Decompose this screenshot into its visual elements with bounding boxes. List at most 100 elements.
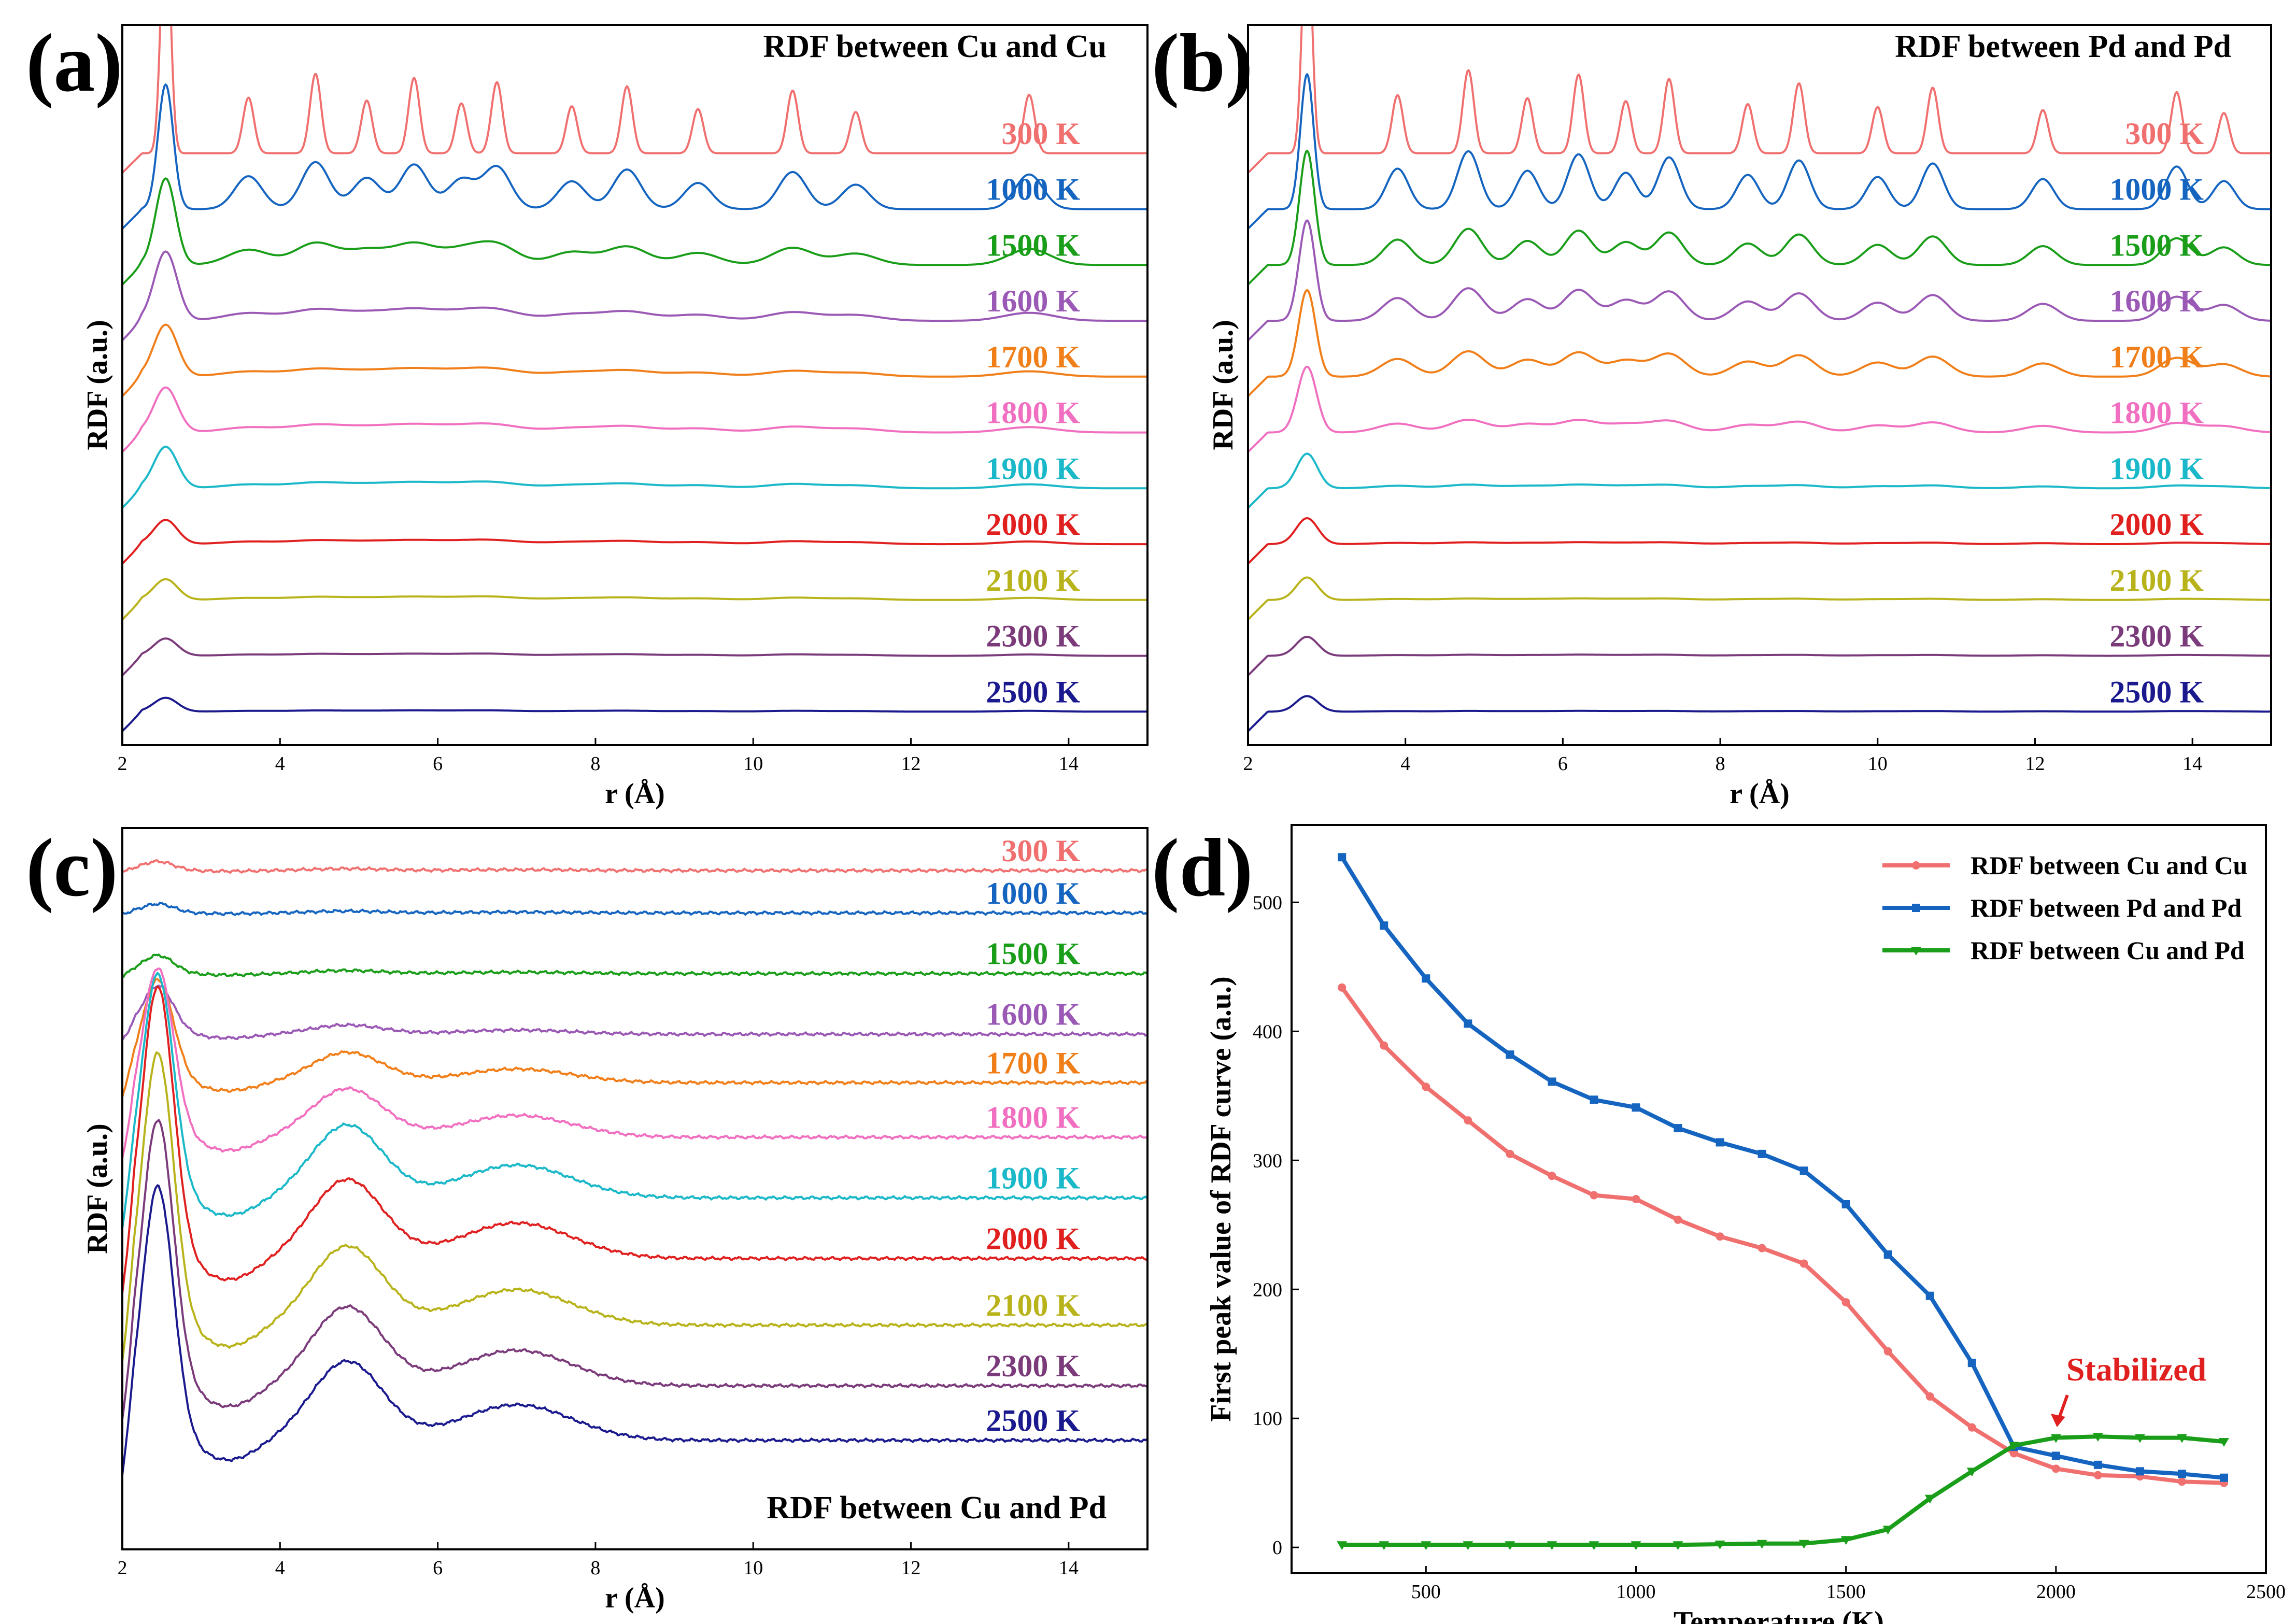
panel-d-data-point [2093,1460,2102,1469]
panel-d-data-point [2134,1434,2145,1443]
panel-a-temp-label: 1000 K [986,173,1080,207]
panel-a-series-line-1000k [123,83,1146,230]
panel-d-ytick-label: 300 [1253,1150,1282,1172]
panel-d-data-point [1714,1540,1725,1549]
panel-a-series-line-2500k [123,696,1146,732]
panel-c-xtick-label: 8 [590,1557,600,1579]
panel-d-data-point [1422,1082,1430,1091]
panel-b-temp-label: 300 K [2125,117,2204,151]
panel-c-temp-label: 2000 K [986,1222,1080,1256]
panel-a-series-line-1500k [123,177,1146,285]
panel-b-temp-label: 2000 K [2109,507,2204,542]
panel-b-xtick-label: 10 [1868,753,1888,775]
panel-b-temp-label: 1500 K [2109,228,2204,262]
panel-a-temp-label: 300 K [1001,117,1080,151]
panel-d-data-point [1505,1541,1515,1550]
panel-b-temp-label: 1800 K [2109,396,2204,430]
panel-d-ytick-label: 100 [1253,1408,1282,1430]
panel-b-series-line-1800k [1249,365,2270,453]
panel-a-xtick-label: 2 [118,753,127,775]
panel-b-series-line-1500k [1249,149,2270,285]
panel-b-xtick-label: 12 [2025,753,2045,775]
panel-a-temp-label: 2300 K [986,619,1080,653]
panel-a-series-line-1900k [123,446,1146,508]
panel-a-cu-cu-rdf: (a) 2 4 6 8 10 12 14 r (Å) RDF (a.u.) 300 K 1000 K 1… [26,17,1149,810]
panel-c-temp-label: 2100 K [986,1288,1080,1322]
panel-d-data-point [2051,1464,2060,1473]
panel-d-data-point [1967,1423,1976,1432]
panel-d-data-point [1590,1191,1598,1200]
panel-c-series-line-1900k [123,972,1146,1229]
panel-d-data-point [1632,1195,1640,1203]
panel-d-data-point [1506,1149,1514,1158]
panel-d-data-point [1589,1541,1599,1550]
panel-b-inner-title: RDF between Pd and Pd [1895,29,2231,64]
panel-d-ytick-label: 0 [1272,1537,1282,1559]
panel-c-series-line-1000k [123,902,1146,916]
panel-c-series-line-2000k [123,986,1146,1293]
panel-d-data-point [1674,1124,1682,1133]
panel-d-data-point [1338,983,1347,992]
panel-d-data-point [1799,1166,1808,1175]
panel-d-data-point [2008,1442,2019,1451]
panel-c-temp-label: 2300 K [986,1349,1080,1383]
panel-d-data-point [1421,1541,1432,1550]
panel-a-y-axis-title: RDF (a.u.) [81,320,114,450]
panel-d-data-point [1882,1526,1893,1535]
panel-d-data-point [2092,1433,2103,1442]
panel-a-xtick-label: 12 [901,753,921,775]
panel-a-series-line-2100k [123,578,1146,620]
panel-d-ytick-label: 400 [1253,1021,1282,1043]
panel-b-series-line-2000k [1249,517,2270,564]
panel-d-data-point [1338,853,1347,862]
panel-d-data-point [1883,1250,1892,1259]
panel-d-data-point [1631,1541,1641,1550]
panel-b-temp-label: 1000 K [2109,173,2204,207]
panel-d-data-point [1716,1232,1724,1241]
panel-a-series-line-1600k [123,250,1146,341]
panel-d-legend-marker [1912,904,1920,912]
panel-d-data-point [1463,1541,1473,1550]
panel-d-data-point [1674,1215,1682,1224]
panel-a-xtick-label: 10 [743,753,763,775]
panel-b-temp-label: 1600 K [2109,284,2204,318]
panel-b-x-axis-title: r (Å) [1730,778,1790,810]
panel-c-axes-frame [121,827,1149,1550]
panel-b-temp-label: 2100 K [2109,563,2204,597]
panel-c-series-line-2300k [123,1119,1146,1420]
panel-c-temp-label: 1800 K [986,1101,1080,1135]
panel-a-temp-label: 1500 K [986,228,1080,262]
panel-d-data-point [1799,1259,1808,1268]
panel-d-data-point [1422,974,1430,983]
panel-c-xtick-label: 6 [433,1557,443,1579]
panel-d-data-point [2051,1451,2060,1460]
panel-b-series-line-1700k [1249,289,2270,397]
panel-d-legend-marker [1912,861,1920,870]
panel-d-data-point [1841,1298,1850,1307]
panel-d-data-point [1547,1541,1557,1550]
panel-a-temp-label: 1800 K [986,396,1080,430]
panel-c-series-line-300k [123,859,1146,874]
panel-d-data-point [2135,1467,2144,1476]
panel-c-temp-label: 300 K [1001,834,1080,868]
panel-c-xtick-label: 14 [1059,1557,1079,1579]
panel-c-xtick-label: 10 [743,1557,763,1579]
panel-d-data-point [2093,1471,2102,1479]
panel-d-data-point [1380,1041,1388,1050]
panel-d-x-axis-title: Temperature (K) [1674,1606,1884,1624]
panel-c-temp-label: 1600 K [986,998,1080,1032]
panel-d-axes-frame [1291,824,2267,1574]
panel-c-series-line-1700k [123,978,1146,1098]
panel-d-data-point [1548,1172,1556,1180]
panel-b-temp-label: 1900 K [2109,451,2204,486]
panel-d-data-point [1464,1116,1472,1125]
panel-a-curves [123,26,1146,732]
panel-b-xtick-label: 6 [1558,753,1568,775]
panel-d-series-2 [1337,1433,2229,1550]
panel-c-xtick-label: 2 [118,1557,127,1579]
panel-b-series-line-300k [1249,26,2270,174]
panel-a-axes-frame [121,24,1149,746]
panel-d-xtick-label: 1500 [1826,1581,1866,1603]
panel-c-series-line-1800k [123,967,1146,1159]
